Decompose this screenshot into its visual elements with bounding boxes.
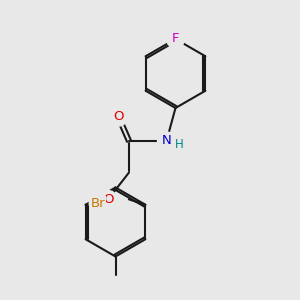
Circle shape <box>89 194 107 212</box>
Text: O: O <box>113 110 124 124</box>
Text: F: F <box>172 32 179 46</box>
Circle shape <box>167 30 184 48</box>
Circle shape <box>99 190 117 208</box>
Text: N: N <box>162 134 171 148</box>
Text: H: H <box>175 137 184 151</box>
Circle shape <box>158 132 175 150</box>
Text: O: O <box>103 193 113 206</box>
Text: Br: Br <box>91 197 106 210</box>
Circle shape <box>110 108 128 126</box>
